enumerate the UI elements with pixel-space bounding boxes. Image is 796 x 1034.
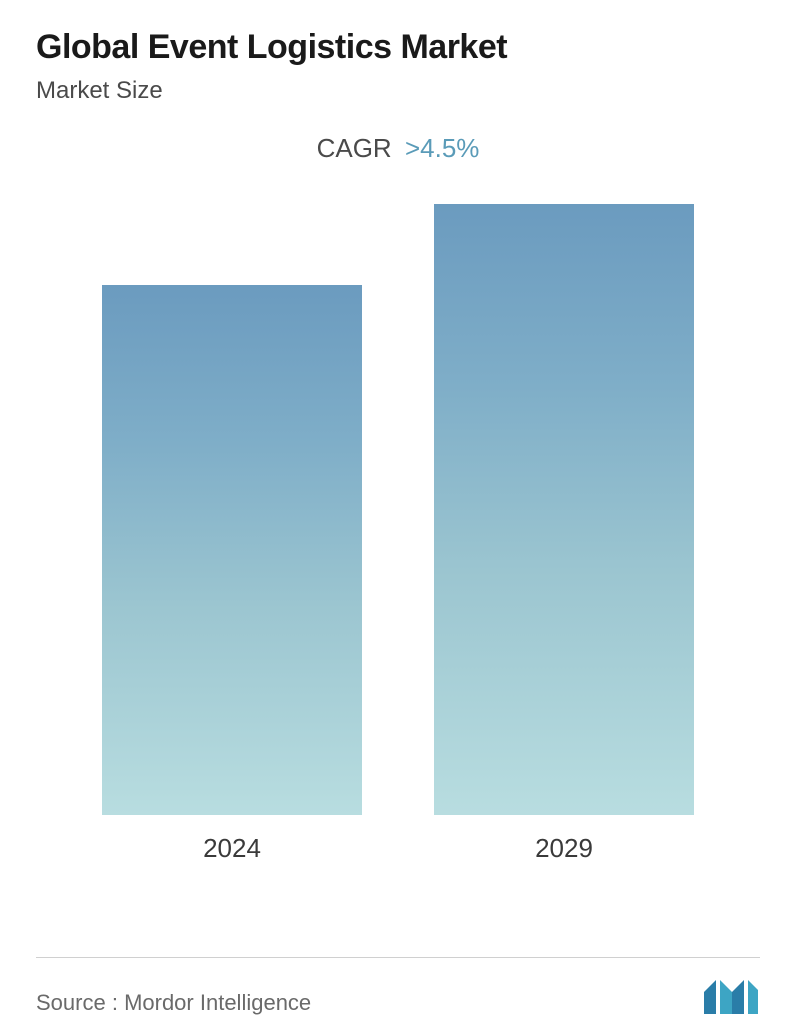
bar-label-2029: 2029: [535, 833, 593, 864]
mordor-logo-icon: [702, 974, 760, 1016]
chart-container: Global Event Logistics Market Market Siz…: [0, 0, 796, 1034]
bar-2029: [434, 204, 694, 815]
bar-label-2024: 2024: [203, 833, 261, 864]
source-value: Mordor Intelligence: [124, 990, 311, 1015]
cagr-value: >4.5%: [405, 133, 479, 163]
source-text: Source : Mordor Intelligence: [36, 990, 311, 1016]
bar-chart: 2024 2029: [36, 204, 760, 864]
bar-wrap-0: 2024: [102, 204, 362, 864]
footer: Source : Mordor Intelligence: [36, 957, 760, 1016]
bar-2024: [102, 285, 362, 815]
cagr-label: CAGR: [317, 133, 392, 163]
cagr-row: CAGR >4.5%: [36, 133, 760, 164]
chart-subtitle: Market Size: [36, 77, 760, 105]
chart-title: Global Event Logistics Market: [36, 28, 760, 67]
source-label: Source :: [36, 990, 118, 1015]
bar-wrap-1: 2029: [434, 204, 694, 864]
